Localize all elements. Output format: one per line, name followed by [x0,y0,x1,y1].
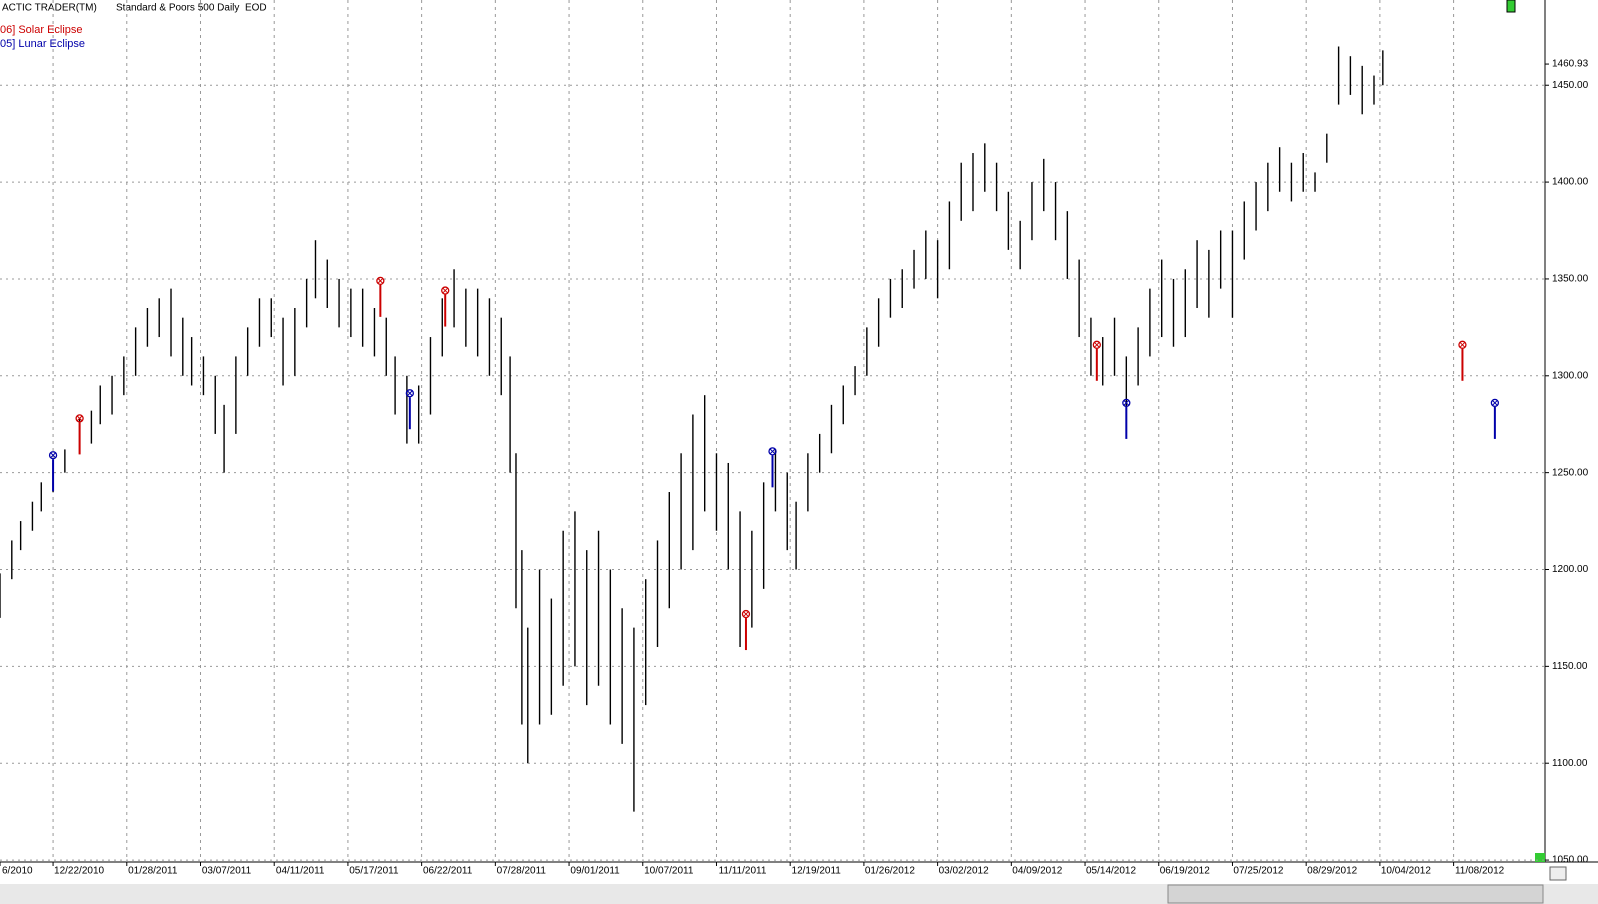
x-tick-label: 07/25/2012 [1233,866,1283,877]
eclipse-marker [1122,398,1131,408]
y-tick-label: 1100.00 [1552,758,1588,769]
x-tick-label: 10/07/2011 [644,866,694,877]
x-tick-label: 01/26/2012 [865,866,915,877]
scroll-handle[interactable] [1506,0,1516,13]
eclipse-marker [1092,340,1101,349]
x-tick-label: 12/19/2011 [792,866,842,877]
x-tick-label: 04/11/2011 [276,866,325,877]
x-tick-label: 06/19/2012 [1160,866,1210,877]
x-tick-label: 07/28/2011 [497,866,547,877]
y-tick-label: 1400.00 [1552,177,1589,188]
eclipse-cross [377,278,384,284]
x-tick-label: 12/22/2010 [54,866,104,877]
x-tick-label: 11/08/2012 [1455,866,1505,877]
y-tick-label: 1250.00 [1552,467,1589,478]
tf-button[interactable] [1549,866,1567,881]
x-tick-label: 05/17/2011 [349,866,399,877]
eclipse-cross [743,611,749,617]
x-tick-label: 6/2010 [2,866,33,877]
corner-handle[interactable] [1535,853,1545,862]
eclipse-marker [48,451,58,460]
x-tick-label: 03/07/2011 [202,866,252,877]
x-tick-label: 05/14/2012 [1086,866,1136,877]
x-tick-label: 10/04/2012 [1381,866,1431,877]
eclipse-marker [768,447,777,456]
y-tick-label: 1300.00 [1552,370,1589,381]
y-tick-label: 1350.00 [1552,274,1589,285]
eclipse-cross [1492,400,1498,406]
y-tick-label: 1200.00 [1552,564,1589,575]
eclipse-cross [769,448,776,455]
eclipse-marker [1458,340,1467,349]
legend-entry: 05] Lunar Eclipse [0,38,85,50]
y-tick-label: 1050.00 [1552,855,1589,866]
eclipse-cross [406,390,413,397]
x-tick-label: 11/11/2011 [719,866,767,877]
eclipse-marker [741,609,751,619]
eclipse-cross [442,287,449,294]
x-tick-label: 04/09/2012 [1012,866,1062,877]
last-price-label: 1460.93 [1552,59,1589,70]
chart-title: ACTIC TRADER(TM) [2,3,97,14]
eclipse-marker [441,286,450,295]
x-tick-label: 06/22/2011 [423,866,473,877]
x-tick-label: 03/02/2012 [939,866,989,877]
eclipse-marker [1490,398,1500,408]
y-tick-label: 1450.00 [1552,80,1589,91]
chart-subtitle: Standard & Poors 500 Daily EOD [116,3,267,14]
x-tick-label: 09/01/2011 [570,866,620,877]
eclipse-cross [1093,341,1100,348]
eclipse-marker [75,414,84,423]
eclipse-cross [76,415,83,422]
eclipse-cross [1123,400,1130,406]
y-tick-label: 1150.00 [1552,661,1588,672]
eclipse-marker [376,276,385,286]
x-tick-label: 08/29/2012 [1307,866,1357,877]
eclipse-marker [405,389,414,398]
x-tick-label: 01/28/2011 [128,866,178,877]
scroll-thumb[interactable] [1167,884,1544,904]
legend-entry: 06] Solar Eclipse [0,24,83,36]
eclipse-cross [1459,341,1466,348]
eclipse-cross [50,452,56,459]
